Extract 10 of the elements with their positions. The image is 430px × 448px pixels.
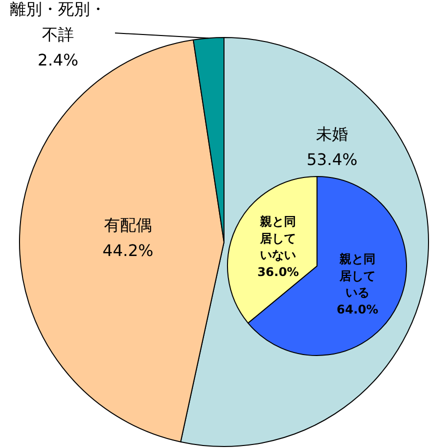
data-label: 64.0% <box>336 302 378 316</box>
slice-label: 親と同居していない <box>259 214 296 262</box>
data-label: 2.4% <box>38 50 78 70</box>
slice-label: 親と同居している <box>338 252 376 300</box>
slice-label: 離別・死別・不詳 <box>10 0 106 44</box>
data-label: 53.4% <box>306 150 358 169</box>
data-label: 44.2% <box>102 240 154 260</box>
data-label: 36.0% <box>257 265 299 280</box>
slice-label: 有配偶 <box>104 215 152 234</box>
slice-label: 未婚 <box>316 124 348 144</box>
